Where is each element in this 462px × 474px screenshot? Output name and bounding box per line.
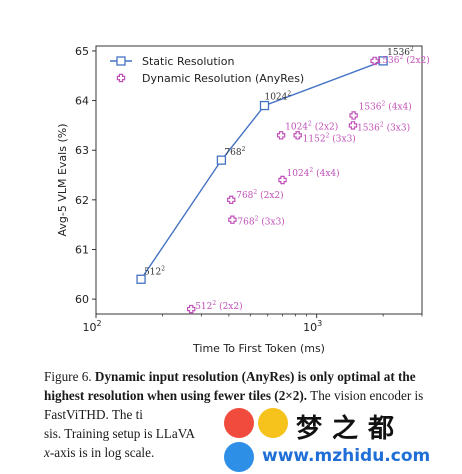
watermark-logo-yellow (258, 408, 288, 438)
caption-text-4: -axis is in log scale. (49, 445, 155, 460)
chart-marks: 5122 7682 10242 15362 5122 (2x2) 7682 (2x2) 76… (136, 46, 430, 314)
caption-bold: Dynamic input resolution (AnyRes) is onl… (44, 369, 416, 403)
dynamic-resolution-point (370, 56, 379, 66)
watermark-logo-red (224, 408, 254, 438)
static-resolution-label: 10242 (264, 91, 291, 103)
static-resolution-point (378, 56, 388, 66)
y-tick-label: 65 (75, 45, 89, 58)
static-resolution-label: 7682 (224, 146, 245, 158)
dynamic-resolution-label: 10242 (4x4) (287, 167, 340, 179)
y-axis-title: Avg-5 VLM Evals (%) (56, 124, 69, 237)
watermark: 梦之都 www.mzhidu.com (218, 404, 462, 474)
caption-text-1: The vision encoder is FastViTHD. The ti (44, 388, 424, 422)
plot-frame (95, 45, 423, 315)
x-axis-title: Time To First Token (ms) (192, 342, 325, 355)
y-tick-label: 61 (75, 243, 89, 256)
x-tick-label: 102 (82, 319, 101, 334)
legend-dynamic-plus (116, 73, 126, 83)
dynamic-resolution-label: 10242 (2x2) (285, 120, 338, 132)
y-tick-label: 64 (75, 95, 89, 108)
y-tick-label: 60 (75, 293, 89, 306)
x-tick-label: 103 (303, 319, 322, 334)
dynamic-resolution-point (227, 195, 236, 205)
static-resolution-point (259, 100, 270, 111)
figure-caption: Figure 6. Dynamic input resolution (AnyR… (44, 367, 448, 462)
y-tick-label: 63 (75, 144, 89, 157)
dynamic-resolution-point (276, 131, 286, 140)
dynamic-resolution-label: 11522 (3x3) (303, 132, 356, 144)
legend-label: Dynamic Resolution (AnyRes) (142, 72, 304, 85)
static-resolution-label: 5122 (144, 265, 165, 277)
dynamic-resolution-label: 7682 (3x3) (237, 216, 284, 228)
dynamic-resolution-label: 7682 (2x2) (236, 189, 283, 201)
dynamic-resolution-point (278, 175, 287, 185)
y-tick-label: 62 (75, 194, 89, 207)
chart: 60 61 62 63 64 65 102 103 Time To First Token (m… (56, 45, 430, 355)
caption-text-2: sis. Training setup is LLaVA (44, 426, 196, 441)
watermark-title: 梦之都 (296, 414, 405, 444)
dynamic-resolution-label: 5122 (2x2) (195, 300, 242, 312)
watermark-url: www.mzhidu.com (262, 446, 431, 466)
dynamic-resolution-point (187, 304, 196, 314)
dynamic-resolution-label: 15362 (2x2) (377, 54, 430, 66)
dynamic-resolution-point (228, 215, 237, 224)
dynamic-resolution-label: 15362 (3x3) (357, 121, 410, 133)
dynamic-resolution-point (293, 131, 302, 140)
legend-label: Static Resolution (142, 55, 234, 68)
static-resolution-point (216, 155, 227, 165)
static-resolution-point (136, 274, 146, 284)
dynamic-resolution-point (349, 111, 358, 120)
legend-static-square (116, 56, 126, 66)
dynamic-resolution-point (348, 121, 358, 130)
caption-prefix: Figure 6. (44, 369, 95, 384)
watermark-logo-blue (224, 442, 254, 472)
dynamic-resolution-label: 15362 (4x4) (359, 100, 412, 112)
static-resolution-label: 15362 (387, 46, 414, 58)
plot-border (95, 45, 423, 315)
legend: Static Resolution Dynamic Resolution (Any… (110, 55, 304, 85)
static-resolution-line (140, 60, 384, 280)
caption-x-var: x (44, 445, 50, 460)
